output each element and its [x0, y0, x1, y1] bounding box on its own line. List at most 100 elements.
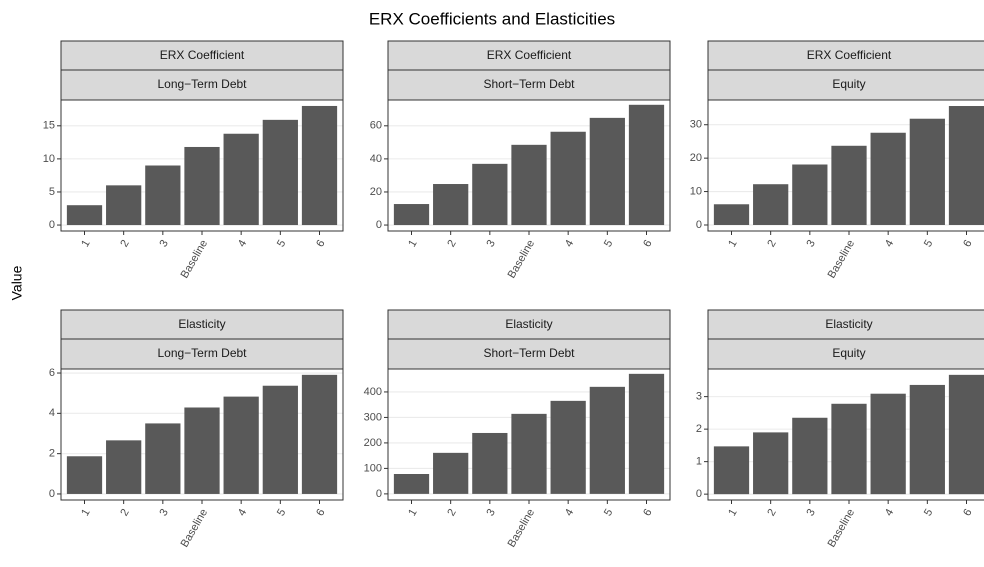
- x-tick-label: 2: [118, 238, 131, 249]
- facet-strip: [707, 40, 984, 71]
- bar: [393, 474, 430, 494]
- x-tick-label: 3: [804, 507, 817, 518]
- bar: [792, 417, 828, 495]
- bar: [753, 184, 789, 225]
- facet-strip: [707, 309, 984, 340]
- x-tick-label: 3: [484, 238, 497, 249]
- bar: [909, 384, 945, 495]
- x-tick-label: 3: [484, 507, 497, 518]
- bar: [628, 104, 665, 226]
- y-tick-label: 40: [370, 153, 382, 165]
- y-tick-label: 15: [43, 120, 55, 132]
- y-axis-label: Value: [9, 265, 25, 300]
- y-tick-label: 100: [364, 462, 382, 474]
- bar: [472, 163, 508, 226]
- x-tick-label: 5: [922, 238, 935, 249]
- x-tick-label: 4: [236, 507, 249, 518]
- x-tick-label: 5: [602, 238, 615, 249]
- bar: [948, 374, 984, 495]
- x-tick-label: 2: [118, 507, 131, 518]
- x-tick-label: Baseline: [826, 507, 857, 550]
- x-tick-label: 6: [314, 238, 327, 249]
- y-tick-label: 1: [696, 456, 702, 468]
- y-tick-label: 400: [364, 386, 382, 398]
- bar: [713, 446, 750, 495]
- x-tick-label: 1: [406, 507, 419, 518]
- bar: [66, 456, 103, 494]
- x-tick-label: 3: [157, 238, 170, 249]
- bar: [145, 423, 181, 494]
- x-tick-label: 6: [961, 507, 974, 518]
- panel-border: [387, 368, 671, 501]
- x-tick-label: 6: [641, 238, 654, 249]
- x-tick-label: 2: [445, 507, 458, 518]
- facet-label: Equity: [832, 346, 865, 360]
- bar: [831, 145, 867, 225]
- y-tick-label: 0: [696, 488, 702, 500]
- bar: [393, 204, 430, 226]
- y-tick-label: 0: [49, 488, 55, 500]
- x-tick-label: Baseline: [506, 507, 537, 550]
- panel-border: [387, 99, 671, 232]
- bar: [472, 432, 508, 494]
- facet-strip: [60, 338, 344, 370]
- bar: [433, 184, 469, 226]
- y-tick-label: 0: [376, 488, 382, 500]
- bar: [184, 407, 220, 494]
- y-tick-label: 60: [370, 120, 382, 132]
- x-tick-label: 1: [79, 238, 92, 249]
- x-tick-label: 4: [236, 238, 249, 249]
- facet-label: Elasticity: [178, 317, 225, 331]
- facet-label: Elasticity: [505, 317, 552, 331]
- x-tick-label: Baseline: [179, 507, 210, 550]
- x-tick-label: 5: [922, 507, 935, 518]
- facet-strip: [60, 40, 344, 71]
- x-tick-label: 6: [961, 238, 974, 249]
- x-tick-label: 2: [765, 507, 778, 518]
- bar: [753, 432, 789, 495]
- bar: [550, 131, 586, 226]
- bar: [831, 403, 867, 495]
- y-tick-label: 20: [370, 186, 382, 198]
- y-tick-label: 10: [690, 185, 702, 197]
- x-tick-label: 4: [563, 507, 576, 518]
- y-tick-label: 200: [364, 437, 382, 449]
- chart-title: ERX Coefficients and Elasticities: [369, 9, 615, 28]
- bar: [550, 400, 586, 494]
- y-tick-label: 0: [49, 219, 55, 231]
- y-tick-label: 10: [43, 153, 55, 165]
- bar: [628, 373, 665, 494]
- facet-strip: [60, 309, 344, 340]
- x-tick-label: 4: [883, 507, 896, 518]
- x-tick-label: 6: [314, 507, 327, 518]
- bar: [433, 452, 469, 494]
- facet-strip: [707, 69, 984, 101]
- bar: [792, 164, 828, 225]
- x-tick-label: 1: [406, 238, 419, 249]
- bar: [511, 144, 547, 226]
- x-tick-label: Baseline: [506, 238, 537, 281]
- panel-border: [707, 368, 984, 501]
- facet-label: ERX Coefficient: [487, 48, 572, 62]
- y-tick-label: 2: [696, 423, 702, 435]
- bar: [589, 386, 625, 494]
- x-tick-label: 1: [726, 238, 739, 249]
- facet-label: Long−Term Debt: [157, 77, 247, 91]
- y-tick-label: 20: [690, 152, 702, 164]
- x-tick-label: 6: [641, 507, 654, 518]
- x-tick-label: 4: [563, 238, 576, 249]
- bar: [511, 413, 547, 494]
- y-tick-label: 300: [364, 411, 382, 423]
- y-tick-label: 4: [49, 407, 55, 419]
- facet-label: Elasticity: [825, 317, 872, 331]
- y-tick-label: 3: [696, 391, 702, 403]
- bar: [262, 385, 298, 494]
- bar: [301, 374, 338, 494]
- bar: [106, 440, 142, 494]
- facet-label: Long−Term Debt: [157, 346, 247, 360]
- y-tick-label: 0: [376, 219, 382, 231]
- x-tick-label: 5: [602, 507, 615, 518]
- bar: [145, 165, 181, 226]
- x-tick-label: Baseline: [826, 238, 857, 281]
